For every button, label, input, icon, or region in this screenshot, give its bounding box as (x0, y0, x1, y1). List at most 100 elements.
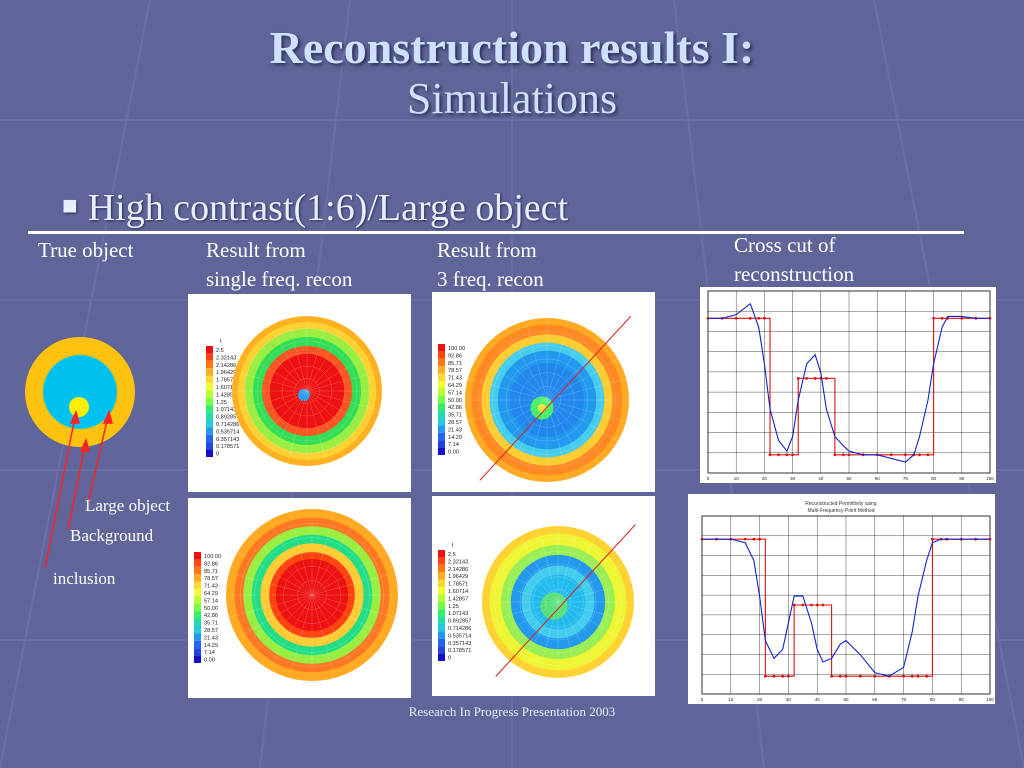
legend-value: 35.71 (204, 621, 218, 627)
legend-value: 28.57 (204, 628, 218, 634)
legend-swatch (438, 344, 445, 352)
legend-value: 2.14286 (216, 363, 236, 369)
data-point (758, 537, 761, 541)
bullet-text: High contrast(1:6)/Large object (87, 187, 569, 229)
label-true-object: True object (38, 238, 134, 262)
legend-value: 57.14 (204, 598, 218, 604)
reconstruction-line (702, 538, 990, 677)
legend-value: 1.07143 (448, 611, 468, 617)
x-tick-label: 100 (986, 697, 994, 702)
legend-swatch (438, 358, 445, 367)
x-tick-label: 80 (931, 476, 937, 481)
legend-swatch (438, 410, 445, 418)
recon-ring (540, 592, 568, 620)
title-line-1: Reconstruction results I: (269, 22, 755, 73)
footer-text: Research In Progress Presentation 2003 (408, 704, 616, 719)
data-point (813, 376, 817, 380)
legend-swatch (206, 397, 213, 406)
legend-value: 64.29 (204, 591, 218, 597)
data-point (889, 453, 893, 457)
legend-swatch (438, 564, 445, 573)
label-inclusion: inclusion (53, 569, 116, 588)
legend-value: 85.71 (204, 569, 218, 575)
data-point (801, 603, 805, 607)
legend-swatch (438, 594, 445, 602)
legend-value: 1.25 (216, 400, 227, 406)
data-point (931, 537, 934, 541)
legend-value: 14.29 (448, 435, 462, 441)
data-point (830, 674, 833, 678)
legend-value: 50.00 (204, 606, 218, 612)
legend-value: 0.892857 (448, 619, 471, 625)
legend-value: 28.57 (448, 420, 462, 426)
legend-value: 2.32143 (448, 559, 468, 565)
legend-value: 78.57 (204, 576, 218, 582)
legend-swatch (194, 648, 201, 656)
data-point (787, 674, 790, 678)
data-point (796, 376, 800, 380)
legend-swatch (206, 434, 213, 443)
legend-value: 1.07143 (216, 407, 236, 413)
data-point (916, 674, 920, 678)
legend-value: 1.25 (448, 604, 459, 610)
legend-swatch (438, 587, 445, 595)
data-point (763, 316, 766, 320)
legend-swatch (438, 403, 445, 411)
legend-swatch (438, 572, 445, 580)
data-point (734, 316, 738, 320)
legend-swatch (206, 405, 213, 413)
legend-value: 57.14 (448, 390, 462, 396)
data-point (768, 453, 772, 457)
legend-swatch (438, 638, 445, 647)
legend-value: 0.178571 (216, 444, 239, 450)
cross-cut-line (479, 316, 632, 481)
legend-swatch (194, 626, 201, 634)
cross-cut-plot-1: 0 10 20 30 40 50 60 70 80 90 100 (700, 287, 996, 483)
mesh-lines (482, 526, 634, 678)
legend-swatch (194, 633, 201, 641)
legend-value: 21.43 (204, 635, 218, 641)
legend-value: 0 (448, 656, 451, 662)
legend-swatch (438, 425, 445, 433)
legend-value: 35.71 (448, 413, 462, 419)
legend-value: 42.86 (204, 613, 218, 619)
legend-swatch (438, 395, 445, 404)
legend-value: 42.86 (448, 405, 462, 411)
data-point (815, 603, 819, 607)
data-point (904, 453, 907, 457)
data-point (763, 674, 767, 678)
x-tick-label: 50 (843, 697, 849, 702)
legend-swatch (438, 373, 445, 381)
data-point (792, 603, 796, 607)
legend-swatch (438, 366, 445, 374)
data-point (748, 316, 752, 320)
x-tick-label: 10 (734, 476, 740, 481)
true-object-diagram (25, 337, 135, 569)
label-cross-cut: Cross cut of reconstruction (734, 233, 855, 286)
plot2-title-1: Reconstructed Permittivity using (805, 501, 877, 507)
mesh-lines (226, 509, 398, 681)
x-tick-label: 0 (701, 697, 704, 702)
legend-value: 7.14 (448, 442, 459, 448)
slide-title: Reconstruction results I: Simulations (0, 22, 1024, 123)
data-point (743, 537, 747, 541)
x-tick-label: 90 (959, 697, 965, 702)
square-bullet-icon: ■ (62, 191, 78, 220)
reconstruction-line (708, 302, 990, 463)
legend-swatch (194, 640, 201, 649)
legend-value: 0.535714 (216, 429, 239, 435)
x-tick-label: 80 (930, 697, 936, 702)
data-point (925, 674, 929, 678)
data-point (838, 674, 842, 678)
x-tick-label: 20 (757, 697, 763, 702)
data-point (940, 316, 944, 320)
legend-value: 2.32143 (216, 355, 236, 361)
legend-value: 1.42857 (216, 392, 236, 398)
legend-swatch (206, 360, 213, 369)
legend-swatch (206, 420, 213, 428)
data-point (752, 537, 756, 541)
legend-swatch (194, 574, 201, 582)
inclusion-circle (69, 397, 89, 417)
legend-value: 0.178571 (448, 648, 471, 654)
legend-value: 92.86 (448, 353, 462, 359)
